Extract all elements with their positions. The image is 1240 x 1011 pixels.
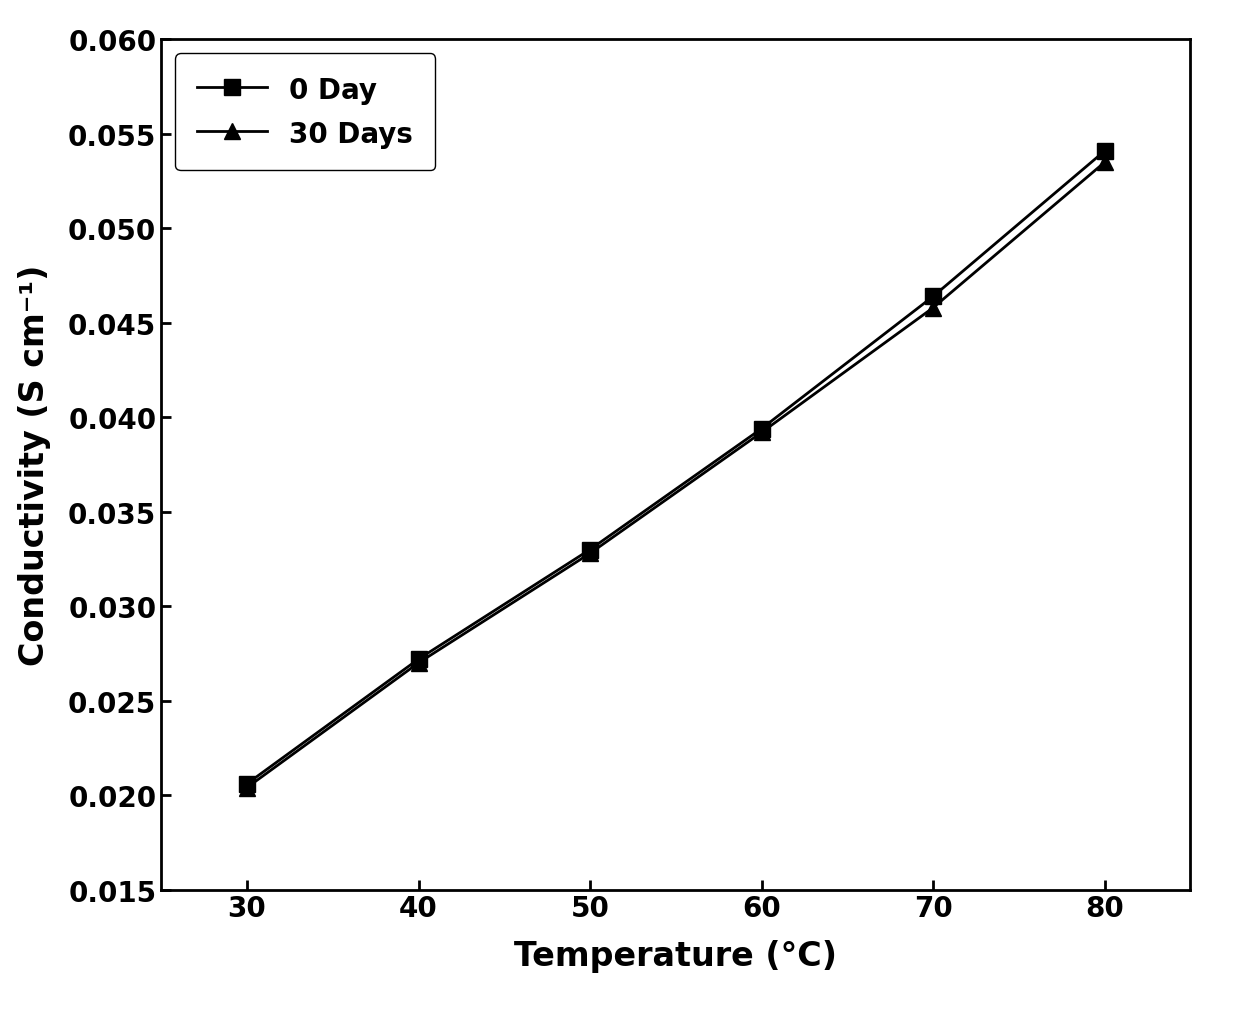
30 Days [583, 548, 598, 560]
30 Days [925, 302, 940, 314]
30 Days [239, 782, 254, 794]
0 Day [754, 424, 769, 436]
30 Days [754, 427, 769, 439]
Line: 0 Day: 0 Day [239, 145, 1112, 792]
Line: 30 Days: 30 Days [239, 156, 1112, 796]
0 Day [1097, 146, 1112, 158]
0 Day [239, 777, 254, 790]
Y-axis label: Conductivity (S cm⁻¹): Conductivity (S cm⁻¹) [19, 265, 51, 665]
0 Day [925, 291, 940, 303]
0 Day [412, 653, 427, 665]
30 Days [1097, 157, 1112, 169]
Legend: 0 Day, 30 Days: 0 Day, 30 Days [175, 55, 435, 171]
30 Days [412, 657, 427, 669]
0 Day [583, 544, 598, 556]
X-axis label: Temperature (°C): Temperature (°C) [515, 939, 837, 973]
